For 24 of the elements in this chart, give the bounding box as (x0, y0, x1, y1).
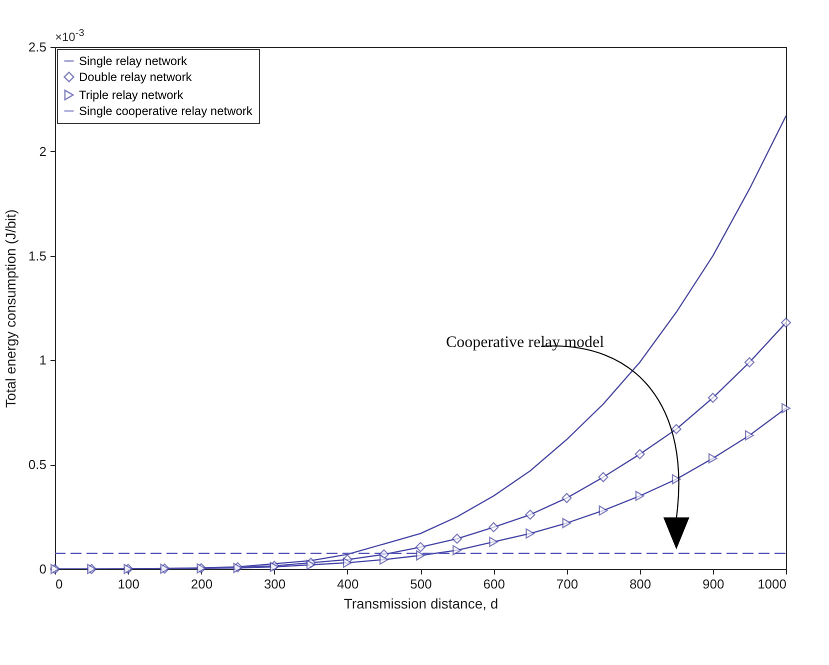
text: ×10$^{-3}$ (55, 28, 85, 44)
x-tick-label: 300 (264, 576, 286, 592)
x-tick-label: 400 (337, 576, 359, 592)
x-tick-label: 100 (118, 576, 140, 592)
x-tick-label: 500 (410, 576, 432, 592)
x-tick-label: 200 (190, 576, 213, 592)
legend-label: Single cooperative relay network (79, 104, 254, 118)
y-tick-label: 0 (39, 562, 46, 576)
y-tick-label: 2.5 (28, 40, 46, 54)
x-tick-label: 600 (483, 576, 505, 592)
legend-label: Single relay network (79, 54, 188, 68)
x-tick-label: 0 (56, 576, 63, 592)
y-tick-label: 2 (39, 144, 46, 159)
y-tick-label: 1 (39, 352, 46, 368)
x-tick-label: 900 (702, 576, 724, 592)
x-tick-label: 800 (629, 576, 652, 592)
x-axis-title: Transmission distance, d (344, 596, 498, 612)
x-tick-label: 1000 (758, 576, 786, 592)
legend-label: Double relay network (79, 70, 193, 84)
y-axis-title: Total energy consumption (J/bit) (2, 209, 18, 408)
y-tick-label: 0.5 (28, 457, 46, 472)
legend-label: Triple relay network (79, 88, 184, 102)
y-tick-label: 1.5 (28, 248, 46, 264)
x-tick-label: 700 (556, 576, 578, 592)
